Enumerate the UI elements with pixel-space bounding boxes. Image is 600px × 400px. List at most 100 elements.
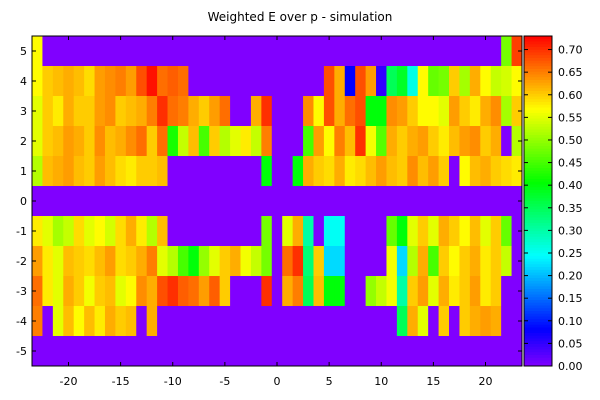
heatmap-cell bbox=[511, 66, 523, 97]
heatmap-cell bbox=[146, 96, 158, 127]
colorbar-segment bbox=[524, 247, 552, 251]
colorbar-segment bbox=[524, 129, 552, 133]
heatmap-cell bbox=[407, 186, 419, 217]
heatmap-cell bbox=[250, 66, 262, 97]
colorbar-segment bbox=[524, 253, 552, 257]
heatmap-cell bbox=[146, 306, 158, 337]
heatmap-cell bbox=[42, 306, 54, 337]
heatmap-cell bbox=[449, 186, 460, 217]
heatmap-cell bbox=[469, 156, 481, 187]
heatmap-cell bbox=[115, 276, 127, 307]
heatmap-cell bbox=[198, 186, 210, 217]
heatmap-cell bbox=[157, 126, 168, 157]
y-tick-label: 3 bbox=[20, 105, 27, 118]
heatmap-cell bbox=[177, 246, 189, 277]
colorbar-segment bbox=[524, 165, 552, 169]
heatmap-cell bbox=[52, 156, 64, 187]
heatmap-cell bbox=[198, 216, 210, 247]
heatmap-cell bbox=[386, 186, 398, 217]
heatmap-cell bbox=[459, 156, 471, 187]
heatmap-cell bbox=[230, 36, 241, 67]
colorbar-segment bbox=[524, 151, 552, 155]
heatmap-cell bbox=[490, 306, 502, 337]
colorbar-segment bbox=[524, 352, 552, 356]
heatmap-cell bbox=[428, 96, 439, 127]
heatmap-cell bbox=[334, 186, 346, 217]
colorbar-segment bbox=[524, 91, 552, 95]
heatmap-cell bbox=[240, 66, 252, 97]
heatmap-cell bbox=[428, 156, 439, 187]
x-tick-label: -10 bbox=[164, 375, 182, 388]
heatmap-cell bbox=[125, 216, 137, 247]
heatmap-cell bbox=[511, 336, 523, 367]
heatmap-cell bbox=[63, 36, 75, 67]
x-tick-label: 20 bbox=[479, 375, 493, 388]
heatmap-cell bbox=[469, 36, 481, 67]
colorbar: 0.00 0.05 0.10 0.15 0.20 0.25 0.30 0.35 0.40 0.45… bbox=[523, 35, 583, 373]
heatmap-cell bbox=[501, 306, 512, 337]
heatmap-cell bbox=[469, 246, 481, 277]
heatmap-cell bbox=[313, 246, 325, 277]
heatmap-cell bbox=[490, 186, 502, 217]
heatmap-cell bbox=[250, 336, 262, 367]
colorbar-segment bbox=[524, 322, 552, 326]
x-tick-label: -20 bbox=[60, 375, 78, 388]
heatmap-cell bbox=[438, 336, 450, 367]
heatmap-cell bbox=[198, 276, 210, 307]
heatmap-cell bbox=[292, 66, 304, 97]
heatmap-cell bbox=[42, 186, 54, 217]
heatmap-cell bbox=[428, 306, 439, 337]
heatmap-cell bbox=[104, 216, 116, 247]
heatmap-cell bbox=[396, 276, 408, 307]
heatmap-cell bbox=[501, 216, 512, 247]
heatmap-cell bbox=[449, 246, 460, 277]
x-tick-label: 15 bbox=[426, 375, 440, 388]
heatmap-cell bbox=[73, 126, 85, 157]
heatmap-cell bbox=[52, 276, 64, 307]
heatmap-cell bbox=[344, 156, 356, 187]
heatmap-cell bbox=[188, 36, 200, 67]
heatmap-cell bbox=[167, 96, 179, 127]
heatmap-cell bbox=[188, 306, 200, 337]
heatmap-cell bbox=[355, 216, 367, 247]
x-tick-label: 0 bbox=[274, 375, 281, 388]
colorbar-segment bbox=[524, 118, 552, 122]
colorbar-tick-label: 0.60 bbox=[558, 89, 583, 102]
y-tick-label: 2 bbox=[20, 135, 27, 148]
heatmap-cell bbox=[459, 216, 471, 247]
heatmap-cell bbox=[303, 306, 314, 337]
heatmap-cell bbox=[230, 246, 241, 277]
heatmap-cell bbox=[469, 96, 481, 127]
colorbar-segment bbox=[524, 330, 552, 334]
colorbar-segment bbox=[524, 228, 552, 232]
heatmap-cell bbox=[438, 186, 450, 217]
heatmap-cell bbox=[125, 96, 137, 127]
heatmap-cell bbox=[32, 276, 43, 307]
heatmap-cell bbox=[490, 66, 502, 97]
heatmap-cell bbox=[376, 276, 387, 307]
heatmap-cell bbox=[376, 126, 387, 157]
heatmap-cell bbox=[104, 186, 116, 217]
heatmap-cell bbox=[146, 126, 158, 157]
heatmap-cell bbox=[73, 216, 85, 247]
colorbar-segment bbox=[524, 283, 552, 287]
heatmap-cell bbox=[334, 336, 346, 367]
heatmap-cell bbox=[459, 36, 471, 67]
colorbar-segment bbox=[524, 346, 552, 350]
heatmap-cell bbox=[94, 336, 106, 367]
heatmap-cell bbox=[261, 156, 273, 187]
heatmap-cell bbox=[438, 96, 450, 127]
heatmap-cell bbox=[209, 336, 221, 367]
heatmap-cell bbox=[32, 336, 43, 367]
heatmap-cell bbox=[282, 306, 294, 337]
colorbar-segment bbox=[524, 137, 552, 141]
heatmap-cell bbox=[230, 306, 241, 337]
heatmap-cell bbox=[177, 96, 189, 127]
heatmap-cell bbox=[63, 156, 75, 187]
heatmap-cell bbox=[407, 246, 419, 277]
heatmap-cell bbox=[323, 276, 335, 307]
heatmap-cell bbox=[84, 126, 95, 157]
heatmap-cell bbox=[115, 216, 127, 247]
colorbar-segment bbox=[524, 170, 552, 174]
